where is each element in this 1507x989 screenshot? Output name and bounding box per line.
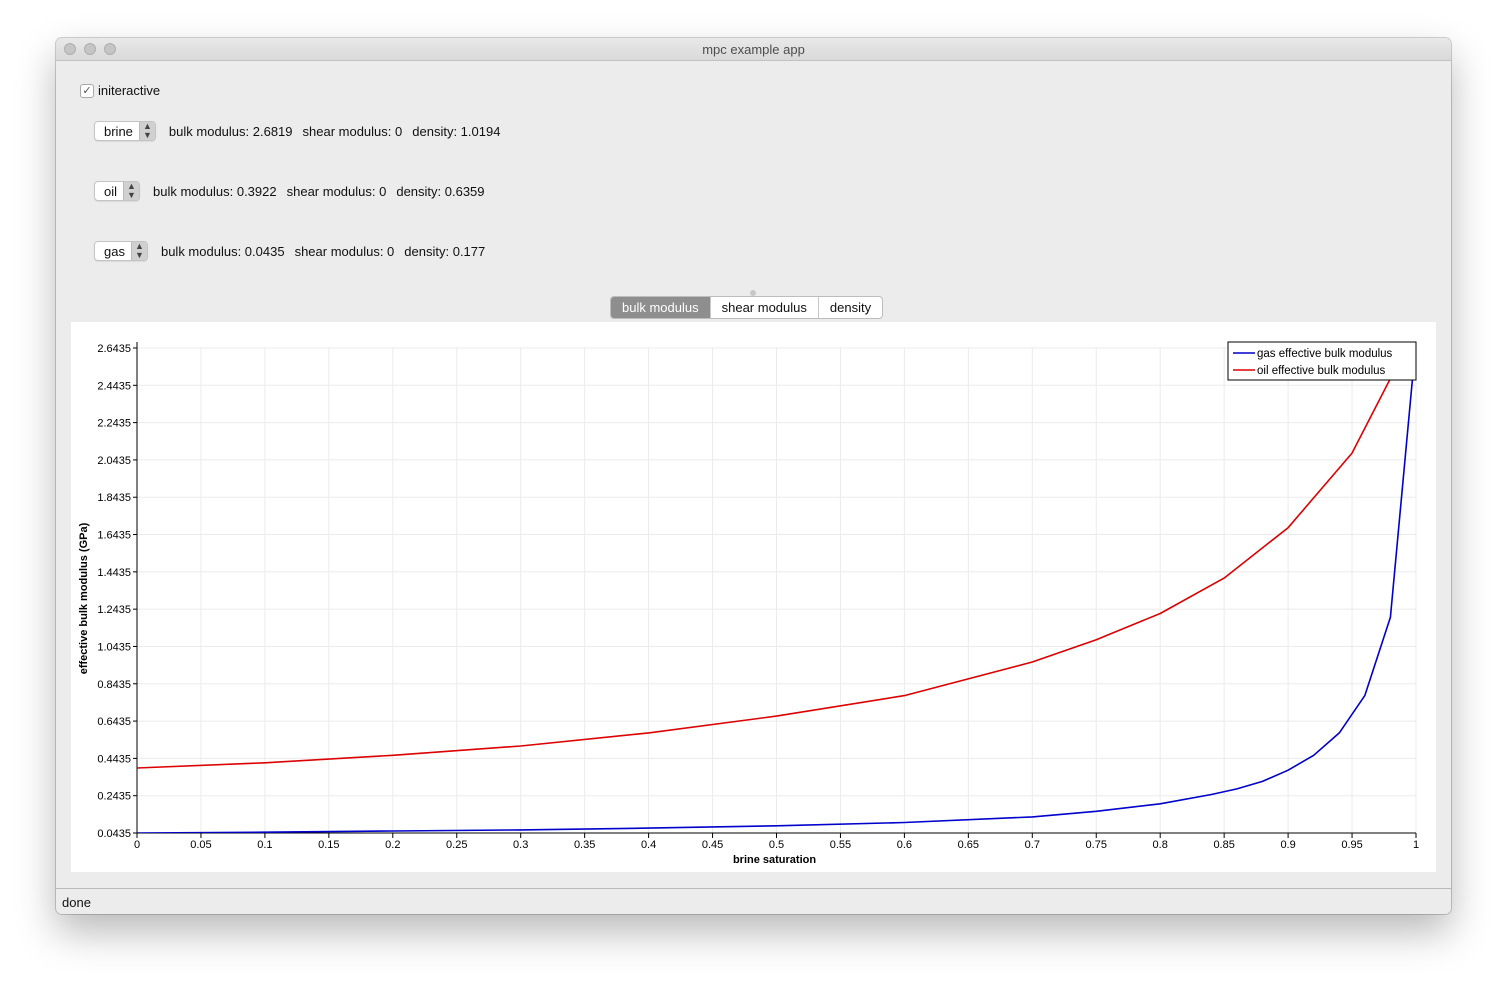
y-tick-label: 0.4435 [97,753,131,765]
x-tick-label: 0.6 [897,839,912,851]
shear-modulus-value: shear modulus: 0 [302,123,403,139]
y-tick-label: 0.2435 [97,791,131,803]
fluid-row-oil: oil ▲ ▼ bulk modulus: 0.3922 shear modulu… [94,181,495,201]
plot-tabs: bulk modulus shear modulus density [610,296,884,319]
zoom-window-button[interactable] [104,43,116,55]
fluid-select-value: brine [104,123,133,139]
bulk-modulus-value: bulk modulus: 0.3922 [153,183,277,199]
x-tick-label: 0.95 [1341,839,1362,851]
x-tick-label: 0.45 [702,839,723,851]
x-tick-label: 0.3 [513,839,528,851]
interactive-toggle[interactable]: ✓ initeractive [80,83,160,98]
y-tick-label: 1.0435 [97,641,131,653]
x-tick-label: 0.85 [1213,839,1234,851]
x-tick-label: 0.55 [830,839,851,851]
chevron-updown-icon: ▲ ▼ [138,122,155,140]
status-bar: done [56,888,1451,914]
plot-area[interactable]: 0 0.05 0.1 0.15 0.2 0.25 0.3 0.35 0.4 0.45 0.5 0.55… [71,322,1436,872]
legend-box [1227,341,1417,381]
x-tick-label: 0.8 [1153,839,1168,851]
y-tick-label: 2.4435 [97,380,131,392]
y-tick-label: 0.0435 [97,828,131,840]
fluid-select-oil[interactable]: oil ▲ ▼ [94,181,141,201]
x-tick-label: 0.05 [190,839,211,851]
bulk-modulus-chart: 0 0.05 0.1 0.15 0.2 0.25 0.3 0.35 0.4 0.45 0.5 0.55… [78,341,1419,866]
y-tick-label: 1.6435 [97,530,131,542]
x-tick-label: 0.9 [1280,839,1295,851]
minimize-window-button[interactable] [84,43,96,55]
splitter-handle[interactable] [750,290,756,296]
tab-bulk-modulus[interactable]: bulk modulus [611,297,711,318]
density-value: density: 1.0194 [412,123,501,139]
x-tick-label: 0 [134,839,140,851]
chevron-updown-icon: ▲ ▼ [130,242,147,260]
y-tick-label: 0.8435 [97,679,131,691]
legend-label-oil: oil effective bulk modulus [1257,365,1386,377]
legend-label-gas: gas effective bulk modulus [1257,348,1393,360]
x-tick-label: 0.25 [446,839,467,851]
y-tick-label: 2.0435 [97,455,131,467]
title-bar: mpc example app [56,38,1451,61]
fluid-row-brine: brine ▲ ▼ bulk modulus: 2.6819 shear modu… [94,121,510,141]
y-tick-label: 0.6435 [97,716,131,728]
fluid-row-gas: gas ▲ ▼ bulk modulus: 0.0435 shear modulu… [94,241,495,261]
interactive-checkbox[interactable]: ✓ [80,83,94,98]
tab-density[interactable]: density [829,300,872,315]
bulk-modulus-value: bulk modulus: 0.0435 [160,243,285,259]
fluid-select-brine[interactable]: brine ▲ ▼ [94,121,156,141]
status-text: done [62,895,91,910]
close-window-button[interactable] [64,43,76,55]
x-tick-label: 0.65 [958,839,979,851]
y-tick-label: 1.4435 [97,567,131,579]
interactive-label: initeractive [98,83,161,98]
fluid-select-value: oil [104,183,118,199]
shear-modulus-value: shear modulus: 0 [286,183,387,199]
app-window: mpc example app ✓ initeractive brine ▲ ▼ … [56,38,1451,914]
x-tick-label: 0.2 [385,839,400,851]
x-tick-label: 0.35 [574,839,595,851]
fluid-select-gas[interactable]: gas ▲ ▼ [94,241,148,261]
chevron-updown-icon: ▲ ▼ [123,182,140,200]
x-axis-label: brine saturation [733,854,816,866]
bulk-modulus-value: bulk modulus: 2.6819 [168,123,293,139]
density-value: density: 0.177 [404,243,486,259]
y-axis-label: effective bulk modulus (GPa) [78,522,90,674]
x-tick-label: 0.15 [318,839,339,851]
x-tick-label: 0.4 [641,839,656,851]
shear-modulus-value: shear modulus: 0 [294,243,395,259]
oil-series-line [137,378,1392,769]
x-tick-label: 0.75 [1086,839,1107,851]
fluid-select-value: gas [104,243,125,259]
y-tick-label: 1.2435 [97,604,131,616]
y-tick-label: 2.6435 [97,343,131,355]
tab-shear-modulus[interactable]: shear modulus [711,297,819,318]
x-tick-label: 1 [1413,839,1419,851]
x-tick-label: 0.5 [769,839,784,851]
gas-series-line [137,346,1416,833]
x-tick-label: 0.1 [257,839,272,851]
window-title: mpc example app [702,42,805,57]
y-tick-label: 1.8435 [97,492,131,504]
density-value: density: 0.6359 [396,183,485,199]
x-tick-label: 0.7 [1025,839,1040,851]
y-tick-label: 2.2435 [97,418,131,430]
